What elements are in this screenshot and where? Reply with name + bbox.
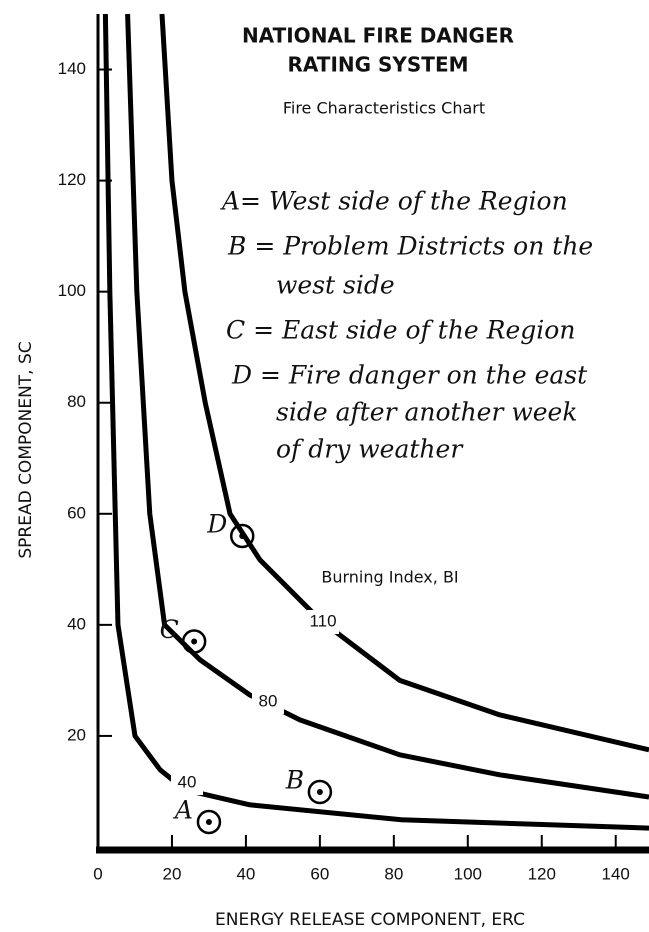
x-tick-label: 100 (454, 864, 482, 883)
curve-label-bg (171, 771, 203, 795)
x-tick-label: 40 (236, 864, 255, 883)
bi-curve (102, 13, 649, 831)
note: B = Problem Districts on the (227, 232, 593, 261)
point (307, 779, 333, 805)
x-tick-label: 0 (93, 864, 102, 883)
y-tick-label: 100 (58, 281, 86, 300)
curve-label-bg (307, 610, 339, 634)
bi-curve (125, 13, 649, 800)
chart-title: NATIONAL FIRE DANGER (242, 24, 514, 48)
point-dot (316, 789, 323, 796)
chart-title: RATING SYSTEM (287, 53, 468, 77)
point-label: B (285, 766, 304, 795)
x-tick-label: 60 (310, 864, 329, 883)
curve-label: 40 (178, 772, 197, 791)
x-tick-label: 140 (602, 864, 630, 883)
note: C = East side of the Region (226, 316, 575, 345)
note: A= West side of the Region (220, 187, 568, 216)
note: side after another week (276, 398, 578, 427)
point-label: C (160, 615, 179, 644)
y-tick-label: 140 (58, 59, 86, 78)
x-axis-label: ENERGY RELEASE COMPONENT, ERC (215, 910, 525, 930)
y-tick-label: 60 (67, 503, 86, 522)
chart-subtitle: Fire Characteristics Chart (283, 99, 485, 118)
y-tick-label: 120 (58, 170, 86, 189)
point (181, 629, 207, 654)
bi-curve (159, 13, 649, 753)
point-dot (191, 638, 198, 645)
y-axis-label: SPREAD COMPONENT, SC (16, 341, 36, 558)
point-dot (239, 533, 246, 540)
note: west side (276, 271, 395, 300)
y-tick-label: 20 (67, 725, 86, 744)
y-tick-label: 40 (67, 614, 86, 633)
x-tick-label: 80 (384, 864, 403, 883)
annotation: Burning Index, BI (321, 568, 458, 587)
point-label: A (173, 796, 193, 825)
curve-label: 110 (309, 611, 336, 630)
curve-label-bg (252, 690, 284, 714)
point (196, 809, 222, 835)
point-label: D (206, 510, 227, 539)
x-tick-label: 120 (528, 864, 556, 883)
point-dot (205, 819, 212, 826)
x-tick-label: 20 (162, 864, 181, 883)
curve-label: 80 (259, 691, 278, 710)
y-tick-label: 80 (67, 392, 86, 411)
note: D = Fire danger on the east (231, 361, 588, 390)
note: of dry weather (276, 435, 464, 464)
point (229, 523, 255, 549)
